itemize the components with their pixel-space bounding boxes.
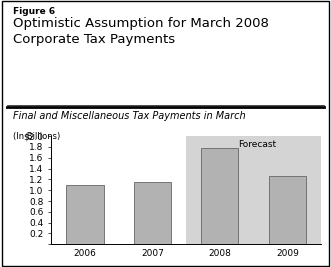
Text: Corporate Tax Payments: Corporate Tax Payments bbox=[13, 33, 175, 46]
Bar bbox=[269, 176, 306, 244]
Text: Figure 6: Figure 6 bbox=[13, 7, 55, 16]
Text: Forecast: Forecast bbox=[238, 140, 276, 149]
Bar bbox=[201, 148, 238, 244]
Text: Final and Miscellaneous Tax Payments in March: Final and Miscellaneous Tax Payments in … bbox=[13, 111, 246, 121]
Bar bbox=[134, 182, 171, 244]
Bar bbox=[186, 136, 321, 244]
Text: Optimistic Assumption for March 2008: Optimistic Assumption for March 2008 bbox=[13, 17, 269, 30]
Text: (In Billions): (In Billions) bbox=[13, 132, 61, 141]
Bar bbox=[67, 185, 104, 244]
